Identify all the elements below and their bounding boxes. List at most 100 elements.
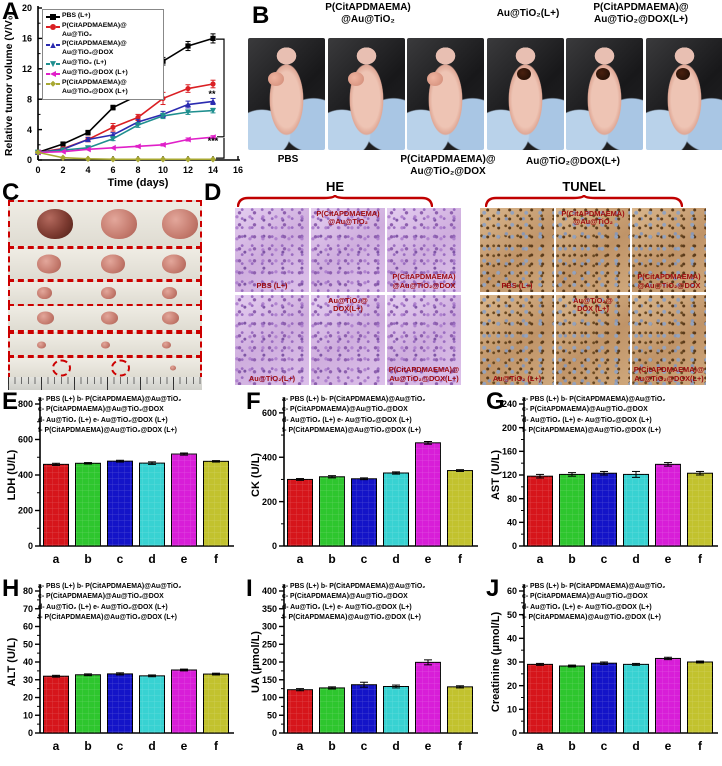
svg-text:AST (U/L): AST (U/L) xyxy=(490,450,502,500)
svg-text:0: 0 xyxy=(272,728,277,738)
svg-text:a: a xyxy=(297,552,304,566)
tunel-image: P(CitAPDMAEMA)@ Au@TiO₂@DOX(L+) xyxy=(632,295,706,385)
svg-text:16: 16 xyxy=(22,34,32,44)
histology-label: P(CitAPDMAEMA) @Au@TiO₂@DOX xyxy=(637,272,701,290)
tunel-image: PBS (L+) xyxy=(480,208,554,292)
svg-text:0: 0 xyxy=(512,541,517,551)
he-image: Au@TiO₂@ DOX(L+) xyxy=(311,295,385,385)
bar-legend-line: a- PBS (L+) b- P(CitAPDMAEMA)@Au@TiO₂ xyxy=(38,396,182,403)
svg-text:240: 240 xyxy=(502,399,517,409)
svg-text:80: 80 xyxy=(23,586,33,596)
svg-text:40: 40 xyxy=(507,518,517,528)
svg-text:Time (days): Time (days) xyxy=(108,177,169,189)
panel-f: F 0 200 400 600 a b c d e f CK (U/L) a- PBS (L+) b… xyxy=(246,388,484,578)
panel-a: A 0 2 4 6 8 10 12 14 16 0 4 8 12 16 20 Time (days) Relat… xyxy=(2,0,248,196)
tunel-image: Au@TiO₂@ DOX (L+) xyxy=(556,295,630,385)
legend-marker-icon xyxy=(46,80,62,87)
histology-label: P(CitAPDMAEMA) @Au@TiO₂ xyxy=(316,209,380,227)
bar-chart-legend: a- PBS (L+) b- P(CitAPDMAEMA)@Au@TiO₂ c- … xyxy=(38,395,240,437)
mouse-photo xyxy=(248,38,325,150)
histology-label: P(CitAPDMAEMA) @Au@TiO₂@DOX xyxy=(392,272,456,290)
bar-legend-line: c- P(CitAPDMAEMA)@Au@TiO₂@DOX xyxy=(38,593,164,601)
he-image: P(CitAPDMAEMA) @Au@TiO₂ xyxy=(311,208,385,292)
he-image: P(CitAPDMAEMA)@ Au@TiO₂@DOX(L+) xyxy=(387,295,461,385)
legend-entry: Au@TiO₂ (L+) xyxy=(46,59,160,68)
svg-text:b: b xyxy=(328,739,335,753)
svg-text:8: 8 xyxy=(27,94,32,104)
svg-text:20: 20 xyxy=(23,693,33,703)
svg-text:200: 200 xyxy=(262,657,277,667)
histology-label: P(CitAPDMAEMA) @Au@TiO₂ xyxy=(561,209,625,227)
svg-text:f: f xyxy=(698,552,703,566)
svg-text:200: 200 xyxy=(502,423,517,433)
panel-h: H 0 10 20 30 40 50 60 70 80 a b c d e f ALT (U/L) a- PB… xyxy=(2,577,244,764)
legend-entry: P(CitAPDMAEMA)@ Au@TiO₂ xyxy=(46,22,160,40)
svg-text:4: 4 xyxy=(85,165,90,175)
svg-text:300: 300 xyxy=(262,622,277,632)
legend-marker-icon xyxy=(46,42,62,49)
svg-text:600: 600 xyxy=(262,408,277,418)
mouse-photo xyxy=(566,38,643,150)
tunel-header: TUNEL xyxy=(562,179,606,194)
panel-i-letter: I xyxy=(246,575,253,602)
tumor-blob xyxy=(36,254,61,274)
tumor-blob xyxy=(36,287,52,299)
panel-d-letter: D xyxy=(204,179,222,206)
svg-text:200: 200 xyxy=(262,497,277,507)
tumor-blob xyxy=(101,287,117,299)
histology-label: Au@TiO₂@ DOX (L+) xyxy=(573,296,613,314)
svg-text:a: a xyxy=(53,739,60,753)
tumor-blob xyxy=(162,341,171,348)
panel-e-letter: E xyxy=(2,388,19,415)
mouse-photo xyxy=(486,38,564,150)
svg-text:20: 20 xyxy=(507,681,517,691)
svg-text:c: c xyxy=(117,739,124,753)
legend-entry-label: PBS (L+) xyxy=(62,12,91,19)
histology-label: PBS (L+) xyxy=(256,280,288,290)
bar-legend-line: c- P(CitAPDMAEMA)@Au@TiO₂@DOX xyxy=(282,406,408,414)
bar-chart-legend: a- PBS (L+) b- P(CitAPDMAEMA)@Au@TiO₂ c- … xyxy=(282,582,484,624)
bar-legend-line: d- Au@TiO₂ (L+) e- Au@TiO₂@DOX (L+) xyxy=(282,603,412,611)
bar-legend-line: f- P(CitAPDMAEMA)@Au@TiO₂@DOX (L+) xyxy=(522,614,661,622)
svg-text:14: 14 xyxy=(208,165,218,175)
svg-text:e: e xyxy=(181,552,188,566)
tumor-blob xyxy=(101,341,111,348)
svg-text:b: b xyxy=(568,739,575,753)
bar-legend-line: f- P(CitAPDMAEMA)@Au@TiO₂@DOX (L+) xyxy=(522,427,661,435)
svg-text:UA (μmol/L): UA (μmol/L) xyxy=(250,631,262,693)
bar-legend-line: c- P(CitAPDMAEMA)@Au@TiO₂@DOX xyxy=(522,406,648,414)
tumor-row-photo xyxy=(8,304,202,332)
he-brace xyxy=(237,194,433,207)
svg-text:e: e xyxy=(181,739,188,753)
bar-chart-legend: a- PBS (L+) b- P(CitAPDMAEMA)@Au@TiO₂ c- … xyxy=(522,395,722,437)
svg-text:a: a xyxy=(537,552,544,566)
histology-label: P(CitAPDMAEMA)@ Au@TiO₂@DOX(L+) xyxy=(633,365,705,383)
he-image: P(CitAPDMAEMA) @Au@TiO₂@DOX xyxy=(387,208,461,292)
svg-text:16: 16 xyxy=(233,165,243,175)
mouse-photo xyxy=(645,38,722,150)
svg-text:Relative tumor volume (V/V₀): Relative tumor volume (V/V₀) xyxy=(3,12,15,156)
histology-label: Au@TiO₂ (L+) xyxy=(492,373,542,383)
legend-entry: P(CitAPDMAEMA)@ Au@TiO₂@DOX (L+) xyxy=(46,79,160,97)
legend-entry-label: P(CitAPDMAEMA)@ Au@TiO₂@DOX xyxy=(62,40,127,57)
ruler-image xyxy=(8,377,202,390)
panel-f-letter: F xyxy=(246,388,261,415)
svg-text:LDH (U/L): LDH (U/L) xyxy=(6,449,18,500)
svg-text:800: 800 xyxy=(18,399,33,409)
tunel-image: Au@TiO₂ (L+) xyxy=(480,295,554,385)
ldh-bar-chart: 0 200 400 600 800 a b c d e f LDH (U/L) xyxy=(6,398,234,566)
svg-text:d: d xyxy=(392,552,399,566)
panel-i: I 0 50 100 150 200 250 300 350 400 a b c d e f UA (μmol… xyxy=(246,575,484,764)
bar-legend-line: d- Au@TiO₂ (L+) e- Au@TiO₂@DOX (L+) xyxy=(522,603,652,611)
he-image-grid: PBS (L+) P(CitAPDMAEMA) @Au@TiO₂ P(CitAPDM… xyxy=(235,208,461,385)
svg-text:CK (U/L): CK (U/L) xyxy=(250,453,262,497)
svg-text:50: 50 xyxy=(507,610,517,620)
histology-label: Au@TiO₂(L+) xyxy=(248,373,296,383)
svg-text:8: 8 xyxy=(135,165,140,175)
bar-legend-line: f- P(CitAPDMAEMA)@Au@TiO₂@DOX (L+) xyxy=(282,614,421,622)
creatinine-bar-chart: 0 10 20 30 40 50 60 a b c d e f Creatinine (μmol/L) xyxy=(490,585,718,753)
svg-text:400: 400 xyxy=(18,470,33,480)
panel-b-top-label-2: Au@TiO₂(L+) xyxy=(496,8,560,19)
svg-text:f: f xyxy=(698,739,703,753)
svg-text:f: f xyxy=(214,552,219,566)
